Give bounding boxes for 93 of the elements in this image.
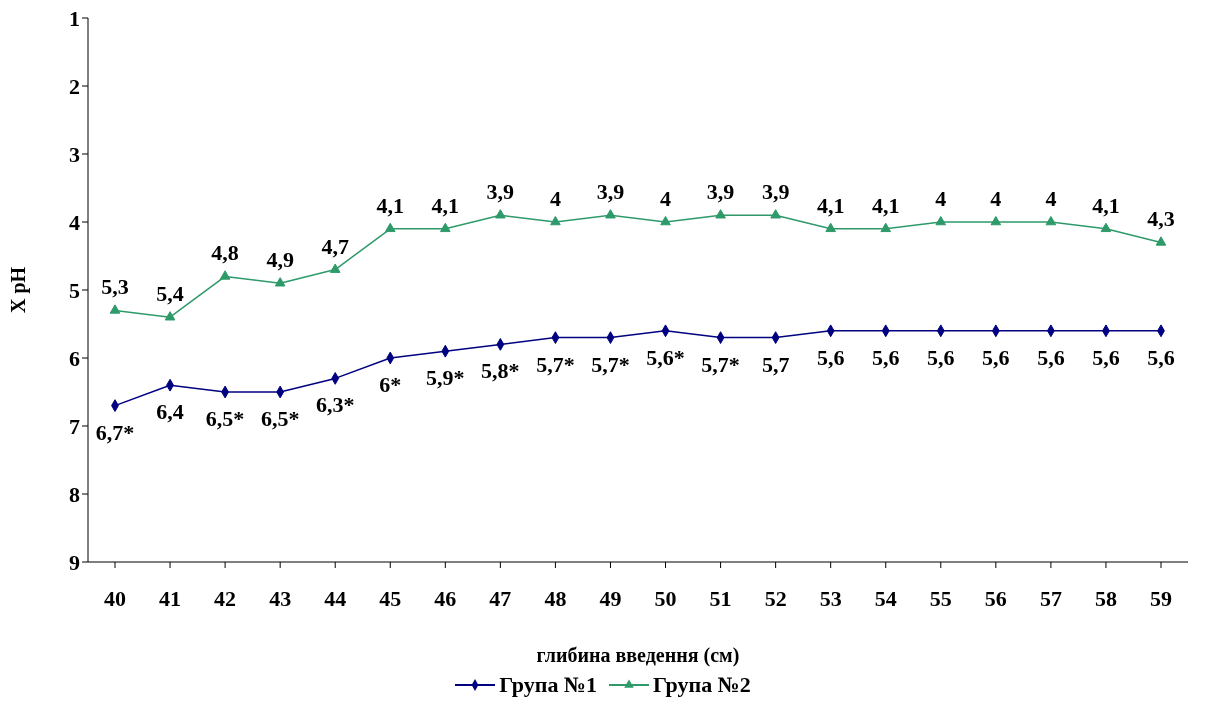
data-label: 4 [660, 186, 672, 211]
x-tick-label: 56 [984, 585, 1007, 611]
x-tick-label: 55 [929, 585, 952, 611]
x-tick-label: 49 [599, 585, 622, 611]
data-label: 4,1 [431, 192, 460, 218]
point [164, 311, 176, 321]
data-label: 6* [379, 372, 402, 397]
data-label: 3,9 [706, 179, 735, 205]
data-label: 5,7* [536, 351, 575, 377]
point [935, 215, 947, 226]
point [1100, 222, 1112, 233]
point [440, 222, 451, 233]
x-tick-label: 53 [819, 585, 842, 611]
y-tick-label: 1 [69, 5, 80, 31]
data-label: 4 [1045, 186, 1057, 211]
y-tick-label: 6 [69, 345, 80, 371]
data-label: 5,7* [701, 351, 740, 377]
data-label: 3,9 [596, 179, 625, 205]
data-label: 4,1 [376, 192, 405, 218]
x-tick-label: 43 [269, 585, 292, 611]
x-tick-label: 48 [544, 585, 567, 611]
point [1045, 215, 1057, 226]
data-label: 4,1 [1092, 192, 1120, 218]
point [880, 222, 892, 233]
y-axis-title: X pH [7, 266, 31, 314]
data-label: 4,1 [871, 192, 900, 218]
data-label: 3,9 [761, 179, 790, 205]
x-tick-label: 46 [434, 585, 457, 611]
data-label: 4 [935, 186, 947, 211]
data-label: 5,6 [1147, 344, 1175, 370]
x-tick-label: 44 [324, 585, 347, 611]
data-label: 5,9* [426, 365, 465, 391]
data-label: 4,9 [266, 247, 294, 273]
y-tick-label: 3 [69, 141, 80, 167]
data-label: 5,6 [1037, 344, 1065, 370]
data-label: 4 [990, 186, 1002, 211]
legend-label: Група №1 [498, 672, 597, 698]
data-label: 4,1 [816, 192, 845, 218]
y-tick-label: 4 [69, 209, 80, 235]
data-label: 5,6 [1092, 344, 1120, 370]
data-label: 5,6 [871, 344, 900, 370]
data-label: 6,5* [205, 406, 245, 431]
data-label: 6,5* [260, 406, 300, 431]
x-tick-label: 54 [874, 585, 897, 611]
data-label: 5,6 [816, 344, 845, 370]
data-label: 4 [549, 186, 561, 211]
data-label: 4,7 [321, 233, 349, 259]
y-tick-label: 5 [69, 277, 80, 303]
point [219, 270, 231, 280]
point [990, 215, 1002, 226]
data-label: 5,4 [156, 281, 184, 307]
x-axis-title: глибина введення (см) [536, 644, 740, 667]
data-label: 6,4 [156, 399, 184, 425]
point [660, 215, 671, 226]
x-tick-label: 41 [159, 585, 182, 611]
point [329, 263, 341, 273]
data-label: 4,3 [1147, 206, 1175, 232]
y-tick-label: 2 [69, 73, 80, 99]
y-tick-label: 8 [69, 481, 80, 507]
point [605, 209, 616, 219]
x-tick-label: 40 [104, 585, 126, 611]
x-tick-label: 59 [1150, 585, 1172, 611]
y-tick-label: 9 [69, 549, 80, 575]
point [825, 222, 836, 233]
data-label: 5,3 [101, 274, 129, 300]
point [550, 215, 561, 226]
point [770, 209, 781, 219]
x-tick-label: 47 [489, 585, 512, 611]
point [715, 209, 726, 219]
data-label: 3,9 [486, 179, 515, 205]
x-tick-label: 52 [764, 585, 787, 611]
legend-label: Група №2 [652, 672, 751, 698]
x-tick-label: 58 [1094, 585, 1117, 611]
point [274, 277, 286, 287]
data-label: 4,8 [211, 240, 239, 266]
point [1155, 236, 1167, 246]
data-label: 6,3* [315, 392, 355, 418]
data-label: 5,6 [927, 344, 955, 370]
data-label: 5,7* [591, 351, 630, 377]
x-tick-label: 51 [709, 585, 732, 611]
data-label: 5,7 [761, 351, 790, 377]
point [495, 209, 506, 219]
x-tick-label: 50 [654, 585, 677, 611]
x-tick-label: 57 [1039, 585, 1062, 611]
x-tick-label: 42 [214, 585, 237, 611]
data-label: 5,6* [646, 344, 685, 370]
data-label: 5,6 [982, 344, 1010, 370]
data-label: 5,8* [481, 358, 520, 384]
point [384, 222, 396, 233]
y-tick-label: 7 [69, 413, 80, 439]
point [109, 304, 121, 314]
data-label: 6,7* [95, 419, 135, 445]
x-tick-label: 45 [379, 585, 402, 611]
